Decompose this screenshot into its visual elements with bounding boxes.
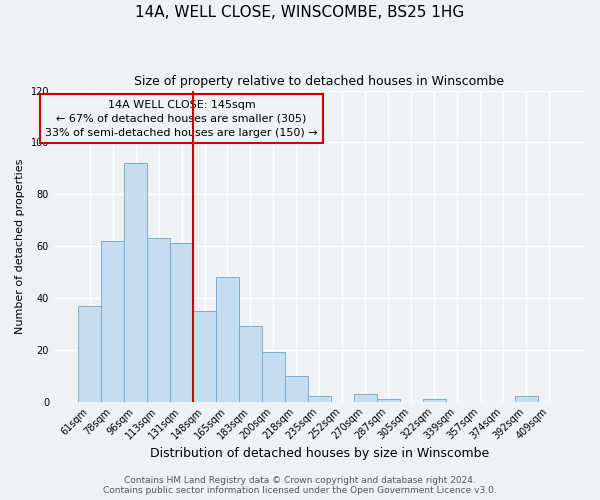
Bar: [147, 238, 170, 402]
Bar: [285, 376, 308, 402]
Bar: [354, 394, 377, 402]
Text: 14A WELL CLOSE: 145sqm
← 67% of detached houses are smaller (305)
33% of semi-de: 14A WELL CLOSE: 145sqm ← 67% of detached…: [45, 100, 317, 138]
Bar: [216, 277, 239, 402]
Bar: [423, 399, 446, 402]
Bar: [377, 399, 400, 402]
Y-axis label: Number of detached properties: Number of detached properties: [15, 158, 25, 334]
Text: Contains HM Land Registry data © Crown copyright and database right 2024.
Contai: Contains HM Land Registry data © Crown c…: [103, 476, 497, 495]
Bar: [239, 326, 262, 402]
X-axis label: Distribution of detached houses by size in Winscombe: Distribution of detached houses by size …: [150, 447, 489, 460]
Bar: [101, 241, 124, 402]
Text: 14A, WELL CLOSE, WINSCOMBE, BS25 1HG: 14A, WELL CLOSE, WINSCOMBE, BS25 1HG: [136, 5, 464, 20]
Bar: [308, 396, 331, 402]
Bar: [78, 306, 101, 402]
Bar: [193, 311, 216, 402]
Bar: [262, 352, 285, 402]
Bar: [170, 244, 193, 402]
Bar: [124, 163, 147, 402]
Title: Size of property relative to detached houses in Winscombe: Size of property relative to detached ho…: [134, 75, 505, 88]
Bar: [515, 396, 538, 402]
